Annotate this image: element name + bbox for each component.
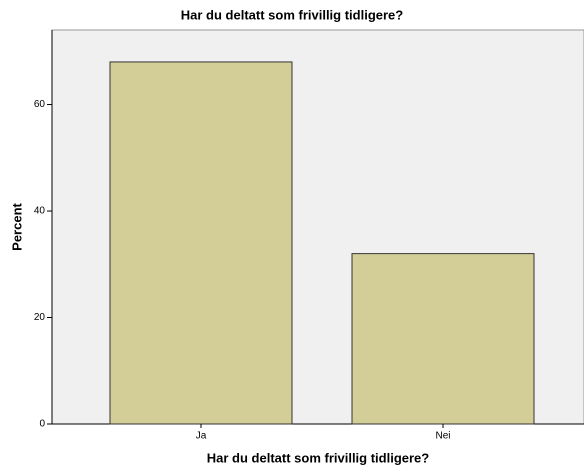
x-tick-label: Ja (196, 431, 207, 442)
y-tick-label: 60 (34, 99, 46, 110)
y-tick-label: 40 (34, 206, 46, 217)
chart-title: Har du deltatt som frivillig tidligere? (181, 7, 404, 22)
y-tick-label: 20 (34, 312, 46, 323)
bar (351, 253, 535, 425)
bar (109, 61, 293, 425)
x-tick-label: Nei (435, 431, 450, 442)
x-axis-label: Har du deltatt som frivillig tidligere? (207, 450, 430, 465)
y-tick-label: 0 (39, 419, 45, 430)
y-axis-label: Percent (9, 202, 24, 250)
